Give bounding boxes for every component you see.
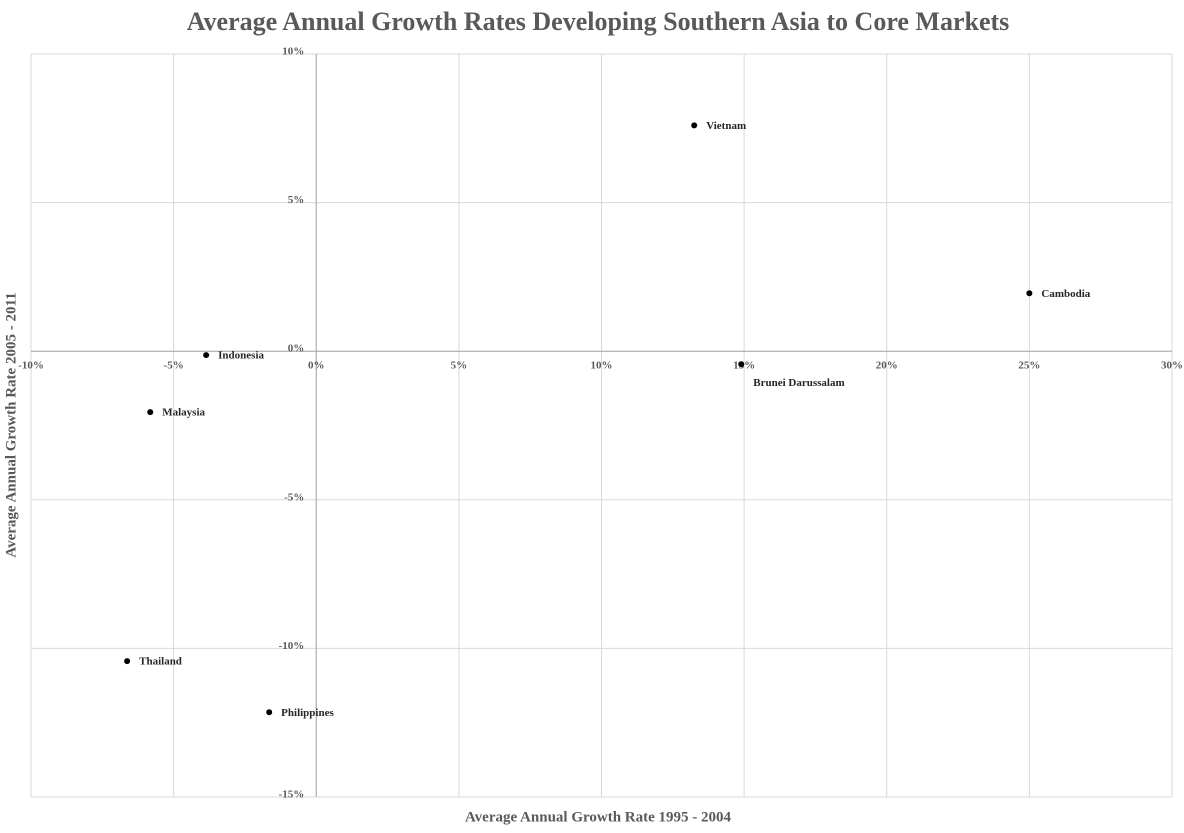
- y-axis-label: Average Annual Growth Rate 2005 - 2011: [3, 292, 19, 557]
- y-tick-label: 5%: [288, 194, 305, 206]
- point-label: Malaysia: [162, 407, 205, 419]
- x-tick-label: 5%: [451, 360, 468, 372]
- x-tick-label: 25%: [1018, 360, 1040, 372]
- point: [738, 361, 745, 368]
- point-label: Thailand: [139, 656, 182, 668]
- y-tick-label: -5%: [284, 491, 304, 503]
- y-tick-label: 0%: [288, 343, 305, 355]
- point-label: Brunei Darussalam: [753, 377, 844, 389]
- point: [266, 709, 273, 716]
- point: [691, 122, 698, 129]
- point-label: Indonesia: [218, 350, 264, 362]
- y-tick-label: 10%: [282, 46, 304, 58]
- point-label: Vietnam: [706, 120, 746, 132]
- point: [203, 352, 210, 359]
- x-tick-label: 20%: [876, 360, 898, 372]
- point-label: Cambodia: [1041, 288, 1090, 300]
- x-tick-label: 0%: [308, 360, 325, 372]
- x-tick-label: -5%: [164, 360, 184, 372]
- x-tick-label: 10%: [591, 360, 613, 372]
- y-tick-label: -10%: [279, 640, 305, 652]
- chart-title: Average Annual Growth Rates Developing S…: [187, 7, 1010, 36]
- x-tick-label: -10%: [18, 360, 44, 372]
- point-label: Philippines: [281, 707, 334, 719]
- point: [1026, 290, 1033, 297]
- x-tick-label: 15%: [733, 360, 755, 372]
- point: [124, 658, 131, 665]
- x-axis-label: Average Annual Growth Rate 1995 - 2004: [465, 809, 732, 825]
- point: [147, 409, 154, 416]
- x-tick-label: 30%: [1161, 360, 1183, 372]
- y-tick-label: -15%: [279, 789, 305, 801]
